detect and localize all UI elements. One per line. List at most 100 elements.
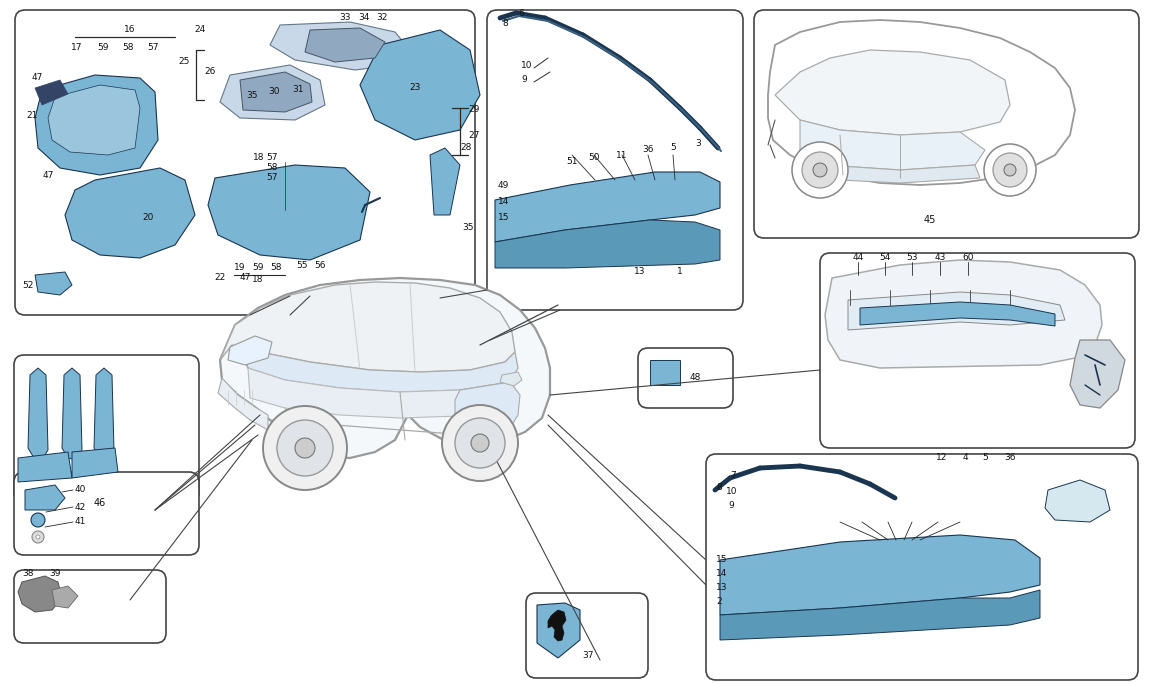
Text: 8: 8: [716, 484, 722, 492]
Text: 11: 11: [616, 150, 628, 160]
Circle shape: [1004, 164, 1015, 176]
Polygon shape: [494, 172, 720, 242]
Polygon shape: [28, 368, 48, 460]
Text: 13: 13: [635, 268, 646, 277]
Text: 20: 20: [143, 214, 154, 223]
Polygon shape: [34, 272, 72, 295]
Circle shape: [32, 531, 44, 543]
Text: 57: 57: [267, 173, 278, 182]
Text: 30: 30: [268, 87, 279, 96]
Circle shape: [472, 434, 489, 452]
Text: 53: 53: [906, 253, 918, 262]
Text: 21: 21: [26, 111, 38, 120]
Text: 5: 5: [670, 143, 676, 152]
Text: 12: 12: [936, 454, 948, 462]
Polygon shape: [430, 148, 460, 215]
Polygon shape: [218, 378, 268, 430]
Text: 42: 42: [75, 503, 86, 512]
Polygon shape: [775, 50, 1010, 135]
Text: 39: 39: [49, 568, 61, 578]
Polygon shape: [650, 360, 680, 385]
Circle shape: [263, 406, 347, 490]
Text: 18: 18: [252, 275, 263, 285]
Text: 52: 52: [22, 281, 33, 290]
Text: 38: 38: [22, 568, 33, 578]
Polygon shape: [18, 576, 62, 612]
Text: 48: 48: [690, 372, 702, 382]
FancyBboxPatch shape: [14, 472, 199, 555]
Circle shape: [277, 420, 333, 476]
Circle shape: [442, 405, 518, 481]
Text: 59: 59: [98, 42, 109, 51]
FancyBboxPatch shape: [638, 348, 733, 408]
Polygon shape: [48, 85, 140, 155]
Polygon shape: [825, 260, 1102, 368]
FancyBboxPatch shape: [14, 355, 199, 503]
Text: 56: 56: [314, 260, 325, 270]
Text: 35: 35: [246, 91, 258, 100]
Polygon shape: [72, 448, 118, 478]
Polygon shape: [1045, 480, 1110, 522]
Polygon shape: [238, 345, 518, 392]
Polygon shape: [248, 368, 518, 418]
Polygon shape: [94, 368, 114, 460]
Circle shape: [31, 513, 45, 527]
Polygon shape: [800, 155, 980, 183]
FancyBboxPatch shape: [486, 10, 743, 310]
Text: 15: 15: [716, 555, 728, 565]
Text: 36: 36: [1004, 454, 1015, 462]
Text: 41: 41: [75, 518, 86, 527]
Text: 47: 47: [239, 273, 251, 283]
Text: 29: 29: [468, 105, 480, 115]
Polygon shape: [240, 72, 312, 112]
Polygon shape: [208, 165, 370, 260]
Polygon shape: [360, 30, 480, 140]
Text: 13: 13: [716, 583, 728, 592]
FancyBboxPatch shape: [526, 593, 647, 678]
Polygon shape: [500, 372, 522, 386]
Text: 15: 15: [498, 214, 509, 223]
FancyBboxPatch shape: [706, 454, 1138, 680]
FancyBboxPatch shape: [14, 570, 166, 643]
Circle shape: [802, 152, 838, 188]
Text: 25: 25: [178, 57, 190, 66]
Text: 60: 60: [963, 253, 974, 262]
Text: 45: 45: [923, 215, 936, 225]
Text: 40: 40: [75, 486, 86, 494]
Text: 51: 51: [566, 158, 577, 167]
Text: 47: 47: [31, 74, 43, 83]
Polygon shape: [720, 535, 1040, 615]
Polygon shape: [34, 80, 68, 105]
Text: 33: 33: [339, 12, 351, 21]
Circle shape: [984, 144, 1036, 196]
Polygon shape: [549, 610, 566, 641]
Text: 57: 57: [267, 154, 278, 163]
Polygon shape: [768, 20, 1075, 185]
Text: 47: 47: [43, 171, 54, 180]
Polygon shape: [220, 282, 515, 372]
Text: 3: 3: [695, 139, 700, 148]
Polygon shape: [25, 485, 66, 510]
Polygon shape: [52, 586, 78, 608]
Text: 44: 44: [852, 253, 864, 262]
Text: 35: 35: [462, 223, 474, 232]
Text: 26: 26: [204, 68, 215, 76]
Circle shape: [296, 438, 315, 458]
Text: 24: 24: [194, 25, 206, 35]
Polygon shape: [220, 65, 325, 120]
Text: 8: 8: [503, 18, 508, 27]
Polygon shape: [537, 603, 580, 658]
Polygon shape: [270, 22, 411, 70]
Polygon shape: [220, 278, 550, 458]
Text: 9: 9: [521, 76, 527, 85]
Text: 9: 9: [728, 501, 734, 510]
Polygon shape: [228, 336, 273, 365]
Text: 10: 10: [521, 61, 532, 70]
FancyBboxPatch shape: [15, 10, 475, 315]
Circle shape: [36, 535, 40, 539]
Circle shape: [792, 142, 848, 198]
Text: 37: 37: [582, 650, 593, 660]
Text: 43: 43: [934, 253, 945, 262]
Text: 23: 23: [409, 83, 421, 92]
Text: 5: 5: [982, 454, 988, 462]
